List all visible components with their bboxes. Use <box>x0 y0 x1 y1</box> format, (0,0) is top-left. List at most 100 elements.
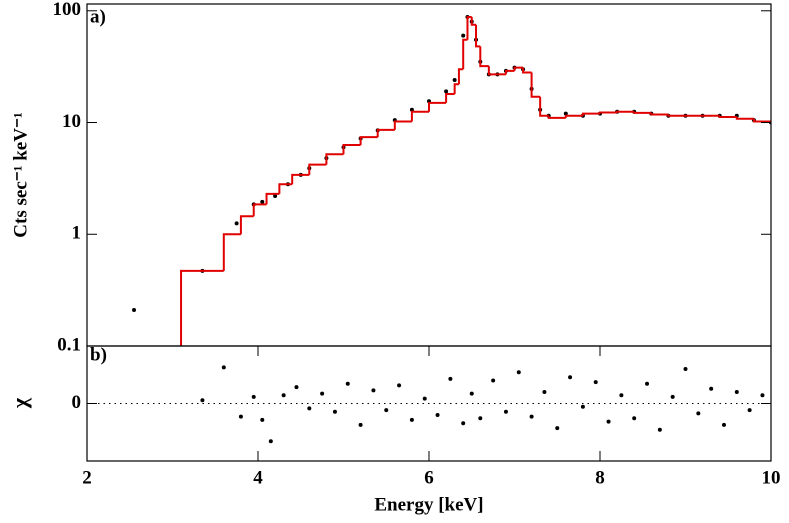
data-point <box>696 411 701 416</box>
model-step <box>599 111 618 114</box>
x-tick-label: 4 <box>253 467 263 488</box>
model-step <box>650 112 669 116</box>
model-step <box>667 114 686 117</box>
frame <box>86 3 772 347</box>
data-point <box>260 199 265 204</box>
x-tick-label: 8 <box>595 467 605 488</box>
data-point <box>721 422 726 427</box>
data-point <box>452 78 457 83</box>
data-point <box>260 417 265 422</box>
data-point <box>683 367 688 371</box>
data-point <box>132 307 137 312</box>
y-tick-label: 10 <box>62 111 81 132</box>
data-point <box>555 426 560 431</box>
data-point <box>580 404 585 409</box>
panel-label: a) <box>90 6 106 27</box>
data-point <box>645 381 650 386</box>
data-point <box>422 396 427 401</box>
model-step <box>308 163 327 175</box>
data-point <box>568 375 573 380</box>
data-point <box>251 394 256 399</box>
y-tick-label: 0.1 <box>57 334 81 355</box>
model-step <box>735 117 754 120</box>
model-step <box>581 112 600 116</box>
model-step <box>462 38 468 70</box>
data-point <box>307 406 312 411</box>
data-point <box>294 385 299 390</box>
y-axis-label: Cts sec⁻¹ keV⁻¹ <box>10 112 31 237</box>
data-point <box>320 391 325 396</box>
model-step <box>504 69 515 75</box>
y-tick-label: 1 <box>72 223 82 244</box>
data-point <box>491 378 496 383</box>
plot-area <box>87 365 771 444</box>
data-point <box>238 414 243 419</box>
data-point <box>760 393 765 398</box>
y-tick-label: 0 <box>72 392 82 413</box>
data-point <box>516 370 521 375</box>
panel-label: b) <box>90 344 107 365</box>
x-tick-label: 10 <box>762 467 781 488</box>
model-step <box>718 115 737 119</box>
model-step <box>410 110 429 122</box>
data-point <box>478 416 483 421</box>
data-point <box>542 390 547 394</box>
model-step <box>342 143 361 155</box>
data-point <box>461 421 466 426</box>
model-step <box>291 173 310 185</box>
data-point <box>200 398 205 403</box>
data-point <box>435 413 440 417</box>
data-point <box>529 414 534 419</box>
data-point <box>734 390 739 394</box>
model-step <box>547 115 566 119</box>
data-point <box>469 391 474 396</box>
data-point <box>444 89 449 94</box>
model-step <box>445 92 455 103</box>
data-point <box>358 422 363 427</box>
model-step <box>513 66 524 71</box>
model-step <box>359 136 378 145</box>
data-point <box>268 439 273 444</box>
data-point <box>709 386 714 391</box>
data-point <box>221 365 226 370</box>
data-point <box>606 419 611 424</box>
model-step <box>633 111 652 114</box>
data-point <box>461 33 466 38</box>
x-tick-label: 6 <box>424 467 434 488</box>
data-point <box>448 376 453 381</box>
model-step <box>470 16 477 26</box>
data-point <box>563 111 568 116</box>
model-step <box>539 96 549 117</box>
model-step <box>487 66 498 76</box>
model-step <box>530 72 541 98</box>
model-step <box>393 120 412 130</box>
data-point <box>657 427 662 432</box>
model-step <box>325 153 344 165</box>
data-point <box>371 388 376 393</box>
data-point <box>345 381 350 386</box>
y-axis-label: χ <box>7 397 32 409</box>
model-step <box>376 128 395 138</box>
model-step <box>428 101 447 112</box>
model-step <box>239 215 254 235</box>
y-tick-label: 100 <box>53 0 82 20</box>
model-step <box>752 118 771 123</box>
model-step <box>475 24 481 48</box>
model-step <box>616 110 635 113</box>
x-axis-label: Energy [keV] <box>374 494 483 515</box>
model-step <box>180 269 224 346</box>
data-point <box>632 416 637 421</box>
data-point <box>619 393 624 398</box>
data-point <box>397 383 402 388</box>
model-step <box>222 233 241 271</box>
data-point <box>273 193 278 198</box>
model-step <box>522 67 532 74</box>
data-point <box>332 409 337 414</box>
model-step <box>278 183 293 194</box>
data-point <box>747 408 752 413</box>
model-step <box>564 114 583 118</box>
model-step <box>457 68 464 85</box>
model-step <box>479 46 489 68</box>
data-point <box>409 417 414 422</box>
